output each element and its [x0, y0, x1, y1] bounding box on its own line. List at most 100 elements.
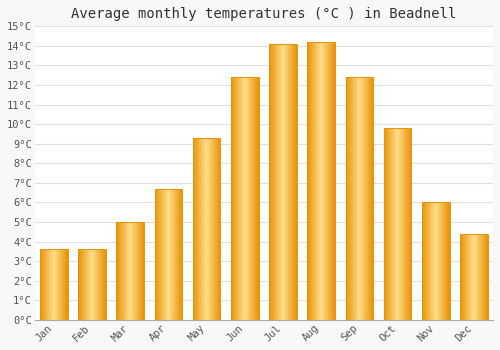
Bar: [247, 77, 248, 320]
Bar: [384, 128, 385, 320]
Bar: [127, 222, 128, 320]
Bar: [132, 222, 133, 320]
Bar: [310, 42, 312, 320]
Bar: [424, 203, 425, 320]
Bar: [284, 44, 285, 320]
Bar: [82, 250, 83, 320]
Bar: [423, 203, 424, 320]
Bar: [98, 250, 99, 320]
Bar: [402, 128, 403, 320]
Bar: [326, 42, 327, 320]
Bar: [209, 138, 210, 320]
Bar: [67, 250, 68, 320]
Bar: [476, 234, 478, 320]
Bar: [122, 222, 123, 320]
Bar: [235, 77, 236, 320]
Bar: [139, 222, 140, 320]
Bar: [136, 222, 137, 320]
Bar: [140, 222, 141, 320]
Bar: [174, 189, 175, 320]
Bar: [312, 42, 313, 320]
Bar: [406, 128, 407, 320]
Bar: [40, 250, 41, 320]
Bar: [388, 128, 389, 320]
Bar: [47, 250, 48, 320]
Bar: [396, 128, 397, 320]
Bar: [101, 250, 102, 320]
Bar: [487, 234, 488, 320]
Bar: [121, 222, 122, 320]
Bar: [95, 250, 96, 320]
Bar: [270, 44, 271, 320]
Bar: [444, 203, 445, 320]
Bar: [45, 250, 46, 320]
Bar: [193, 138, 194, 320]
Bar: [425, 203, 426, 320]
Bar: [128, 222, 129, 320]
Bar: [250, 77, 251, 320]
Bar: [133, 222, 134, 320]
Bar: [387, 128, 388, 320]
Bar: [327, 42, 328, 320]
Bar: [483, 234, 484, 320]
Bar: [463, 234, 464, 320]
Bar: [211, 138, 212, 320]
Bar: [116, 222, 144, 320]
Bar: [116, 222, 117, 320]
Bar: [313, 42, 314, 320]
Bar: [155, 189, 156, 320]
Bar: [329, 42, 330, 320]
Bar: [466, 234, 467, 320]
Bar: [428, 203, 429, 320]
Bar: [442, 203, 443, 320]
Bar: [328, 42, 329, 320]
Bar: [431, 203, 432, 320]
Bar: [210, 138, 211, 320]
Bar: [248, 77, 249, 320]
Bar: [389, 128, 390, 320]
Bar: [212, 138, 213, 320]
Bar: [404, 128, 406, 320]
Bar: [390, 128, 391, 320]
Bar: [257, 77, 258, 320]
Bar: [286, 44, 287, 320]
Bar: [278, 44, 279, 320]
Bar: [354, 77, 355, 320]
Bar: [348, 77, 349, 320]
Bar: [61, 250, 62, 320]
Bar: [213, 138, 214, 320]
Bar: [80, 250, 81, 320]
Bar: [193, 138, 220, 320]
Bar: [163, 189, 164, 320]
Bar: [156, 189, 157, 320]
Bar: [251, 77, 252, 320]
Bar: [409, 128, 410, 320]
Bar: [79, 250, 80, 320]
Bar: [368, 77, 370, 320]
Bar: [474, 234, 475, 320]
Bar: [169, 189, 170, 320]
Bar: [134, 222, 135, 320]
Bar: [214, 138, 215, 320]
Bar: [242, 77, 243, 320]
Bar: [63, 250, 64, 320]
Bar: [196, 138, 197, 320]
Bar: [49, 250, 50, 320]
Bar: [173, 189, 174, 320]
Bar: [283, 44, 284, 320]
Bar: [371, 77, 372, 320]
Bar: [426, 203, 427, 320]
Bar: [407, 128, 408, 320]
Bar: [321, 42, 322, 320]
Bar: [165, 189, 166, 320]
Bar: [254, 77, 255, 320]
Bar: [400, 128, 401, 320]
Bar: [240, 77, 241, 320]
Bar: [252, 77, 253, 320]
Bar: [51, 250, 52, 320]
Bar: [120, 222, 121, 320]
Bar: [78, 250, 106, 320]
Bar: [198, 138, 199, 320]
Bar: [467, 234, 468, 320]
Bar: [276, 44, 277, 320]
